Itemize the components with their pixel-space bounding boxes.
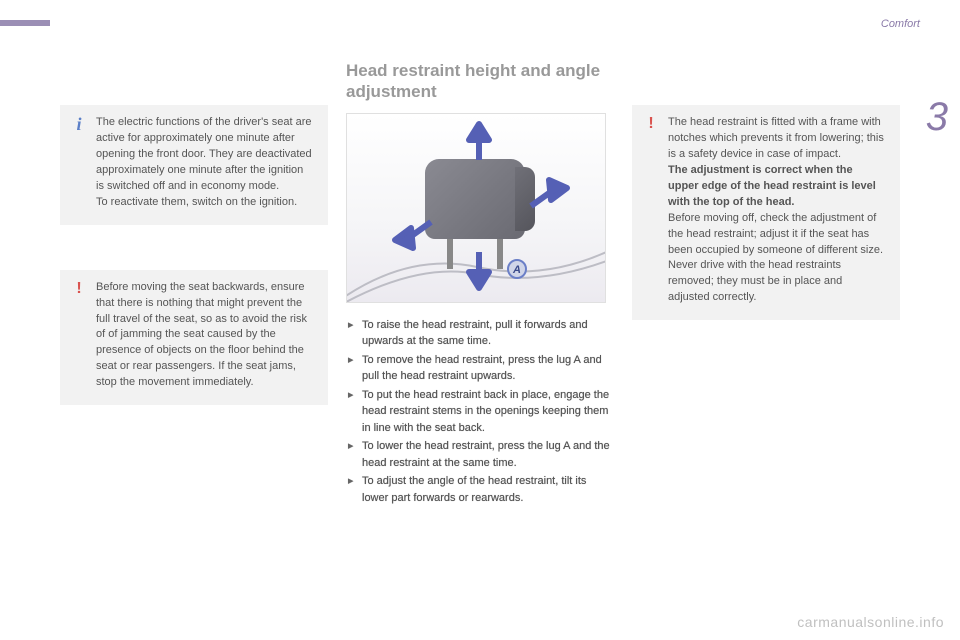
instruction-item: To remove the head restraint, press the … xyxy=(362,352,614,385)
instruction-item: To lower the head restraint, press the l… xyxy=(362,438,614,471)
instruction-item: To raise the head restraint, pull it for… xyxy=(362,317,614,350)
headrest-graphic: A xyxy=(425,159,525,239)
instruction-list: To raise the head restraint, pull it for… xyxy=(346,317,614,507)
chapter-number: 3 xyxy=(926,95,948,140)
arrow-rear-icon xyxy=(529,176,571,210)
arrow-down-icon xyxy=(465,252,493,292)
warning-callout-left: ! Before moving the seat backwards, ensu… xyxy=(60,270,328,406)
center-column: Head restraint height and angle adjustme… xyxy=(346,60,614,508)
info-icon: i xyxy=(70,115,88,133)
top-stripe xyxy=(0,20,50,26)
page-content: i The electric functions of the driver's… xyxy=(60,60,900,508)
right-column: ! The head restraint is fitted with a fr… xyxy=(632,60,900,508)
warning-text-left: Before moving the seat backwards, ensure… xyxy=(96,280,314,392)
warning-callout-right: ! The head restraint is fitted with a fr… xyxy=(632,105,900,320)
section-label: Comfort xyxy=(881,18,920,30)
warning-icon: ! xyxy=(70,280,88,298)
lug-label: A xyxy=(507,259,527,279)
arrow-forward-icon xyxy=(391,218,433,252)
headrest-stem-right xyxy=(497,239,503,269)
info-text: The electric functions of the driver's s… xyxy=(96,115,314,211)
headrest-figure: A xyxy=(346,113,606,303)
warn-p2-bold: The adjustment is correct when the upper… xyxy=(668,164,876,208)
warning-text-right: The head restraint is fitted with a fram… xyxy=(668,115,886,306)
info-callout: i The electric functions of the driver's… xyxy=(60,105,328,225)
warn-p4: Never drive with the head restraints rem… xyxy=(668,259,842,303)
left-column: i The electric functions of the driver's… xyxy=(60,60,328,508)
instruction-item: To adjust the angle of the head restrain… xyxy=(362,473,614,506)
instruction-item: To put the head restraint back in place,… xyxy=(362,387,614,437)
watermark-text: carmanualsonline.info xyxy=(797,614,944,630)
headrest-stem-left xyxy=(447,239,453,269)
section-heading: Head restraint height and angle adjustme… xyxy=(346,60,614,103)
arrow-up-icon xyxy=(465,120,493,160)
warning-icon: ! xyxy=(642,115,660,133)
warn-p3: Before moving off, check the adjustment … xyxy=(668,212,883,256)
warn-p1: The head restraint is fitted with a fram… xyxy=(668,116,884,160)
